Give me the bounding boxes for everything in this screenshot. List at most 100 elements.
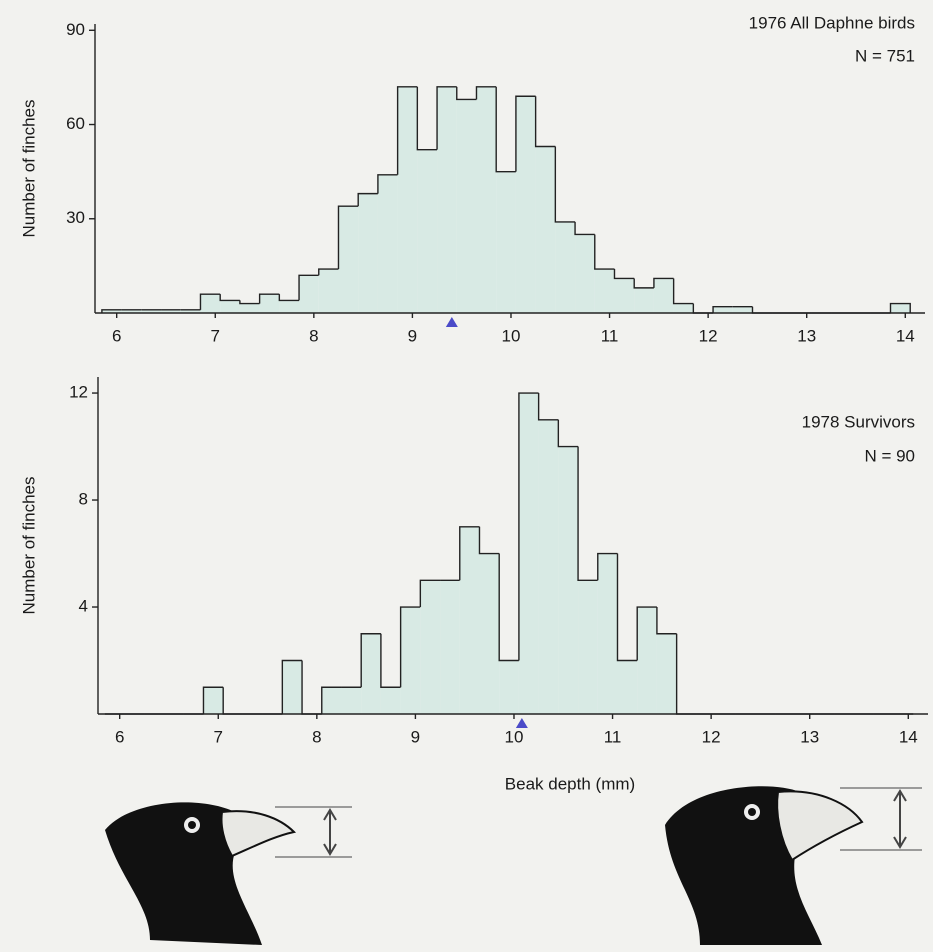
- mean-marker: [445, 317, 458, 327]
- bar: [515, 96, 536, 313]
- bar-outline: [281, 659, 303, 714]
- bar: [203, 687, 224, 714]
- bar: [614, 278, 635, 313]
- bar-outline: [101, 309, 122, 313]
- x-tick-label: 7: [211, 326, 220, 345]
- bar: [121, 309, 142, 313]
- bar-outline: [399, 606, 421, 688]
- x-tick-label: 12: [702, 727, 721, 746]
- bar: [420, 580, 441, 714]
- bar: [400, 607, 421, 714]
- bar: [555, 221, 576, 313]
- bar: [538, 419, 559, 714]
- bar: [397, 86, 418, 314]
- x-tick-label: 13: [800, 727, 819, 746]
- bar-outline: [459, 526, 480, 581]
- bar-outline: [594, 234, 615, 270]
- bar-outline: [202, 686, 224, 714]
- bar-outline: [597, 552, 618, 581]
- x-tick-label: 7: [214, 727, 223, 746]
- bar: [380, 687, 401, 714]
- x-tick-label: 6: [115, 727, 124, 746]
- bar-outline: [478, 526, 500, 555]
- bar: [279, 300, 300, 313]
- bar-outline: [219, 294, 240, 302]
- x-tick-label: 11: [604, 727, 622, 746]
- bar-outline: [456, 86, 477, 101]
- bar: [496, 171, 516, 313]
- y-tick-label: 4: [79, 597, 88, 616]
- bar-outline: [534, 96, 556, 148]
- small-beak-bird: [105, 802, 352, 945]
- bar: [597, 553, 618, 714]
- bar-outline: [396, 86, 418, 175]
- bar-outline: [633, 278, 654, 289]
- bar-outline: [518, 392, 539, 661]
- x-tick-label: 8: [309, 326, 318, 345]
- bar: [656, 633, 677, 714]
- bar: [361, 633, 381, 714]
- bar: [518, 393, 539, 714]
- bar-outline: [337, 205, 359, 270]
- y-tick-label: 8: [79, 490, 88, 509]
- x-tick-label: 10: [505, 727, 524, 746]
- bar-outline: [577, 446, 598, 581]
- bar-outline: [653, 277, 674, 288]
- x-tick-label: 9: [411, 727, 420, 746]
- bar: [417, 149, 438, 313]
- bar-outline: [416, 86, 438, 151]
- bar: [239, 303, 260, 313]
- bar-outline: [475, 86, 497, 100]
- bar: [456, 99, 477, 314]
- bar-outline: [380, 633, 401, 688]
- bar: [318, 269, 339, 313]
- bar-outline: [436, 86, 457, 150]
- x-tick-label: 14: [899, 727, 918, 746]
- bar: [141, 309, 162, 313]
- y-axis-title: Number of finches: [19, 100, 38, 238]
- bar-outline: [318, 268, 339, 276]
- bar: [575, 234, 595, 313]
- bar: [358, 193, 378, 313]
- x-tick-label: 9: [408, 326, 417, 345]
- bar-outline: [498, 553, 519, 662]
- x-axis-title: Beak depth (mm): [505, 774, 635, 793]
- x-tick-label: 6: [112, 326, 121, 345]
- bar-outline: [258, 293, 280, 304]
- bar: [594, 269, 615, 313]
- bar: [341, 687, 362, 714]
- bar-outline: [278, 294, 300, 302]
- x-tick-label: 10: [502, 326, 521, 345]
- bar-outline: [357, 192, 378, 207]
- bar: [499, 660, 519, 714]
- bar: [535, 146, 556, 313]
- mean-marker: [515, 718, 528, 728]
- bar: [653, 278, 674, 313]
- bar: [180, 309, 201, 313]
- bar: [578, 580, 598, 714]
- bar-outline: [321, 686, 342, 714]
- bar: [634, 287, 654, 313]
- x-tick-label: 14: [896, 326, 915, 345]
- bar: [476, 86, 497, 314]
- bar-outline: [616, 553, 638, 662]
- x-tick-label: 13: [797, 326, 816, 345]
- bar: [220, 300, 240, 313]
- bar: [713, 306, 733, 313]
- bar: [637, 607, 657, 714]
- bar: [200, 294, 221, 313]
- bar: [617, 660, 638, 714]
- sample-size: N = 751: [855, 46, 915, 65]
- x-tick-label: 12: [699, 326, 718, 345]
- large-beak-bird: [665, 786, 922, 945]
- bar: [437, 86, 457, 314]
- bar: [440, 580, 460, 714]
- bar-outline: [377, 174, 398, 194]
- bar-outline: [889, 302, 911, 313]
- bar: [377, 174, 398, 313]
- bar: [479, 553, 500, 714]
- bar: [282, 660, 303, 714]
- bar: [161, 309, 181, 313]
- bar-outline: [360, 633, 381, 688]
- bar-outline: [712, 306, 733, 313]
